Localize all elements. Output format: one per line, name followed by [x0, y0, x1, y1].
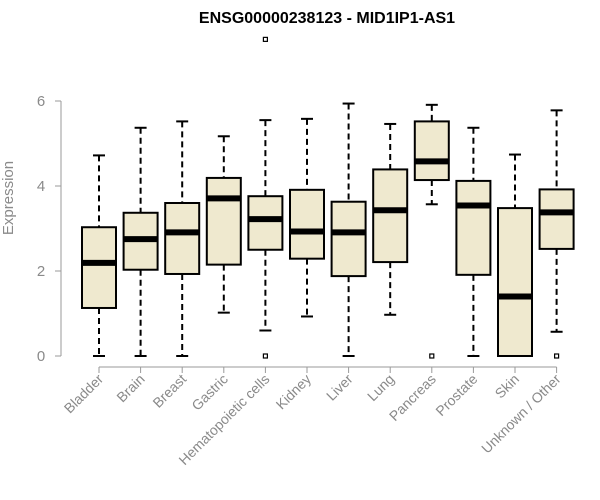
outlier-point — [553, 353, 560, 359]
x-tick-label: Brain — [113, 371, 147, 405]
x-tick-label: Liver — [323, 371, 356, 404]
iqr-box — [372, 168, 409, 264]
iqr-box — [455, 179, 492, 276]
iqr-box — [205, 176, 242, 266]
x-tick-label: Skin — [492, 371, 523, 402]
y-tick-label: 0 — [37, 348, 45, 365]
axes: 0 2 4 6 — [37, 93, 558, 373]
iqr-box — [497, 207, 533, 357]
box-skin — [497, 153, 533, 357]
y-tick-label: 4 — [37, 178, 45, 195]
iqr-box — [538, 188, 575, 250]
box-lung — [372, 122, 409, 316]
box-hematopoietic-cells — [247, 36, 284, 359]
y-axis-label: Expression — [0, 161, 17, 235]
iqr-box — [247, 195, 284, 251]
box-breast — [164, 120, 201, 357]
box-gastric — [205, 135, 242, 314]
box-brain — [122, 126, 159, 357]
y-tick-label: 6 — [37, 93, 45, 110]
x-tick-label: Bladder — [61, 371, 107, 417]
x-tick-label: Breast — [149, 371, 189, 411]
x-tick-label: Lung — [364, 371, 397, 404]
box-prostate — [455, 126, 492, 357]
chart-title: ENSG00000238123 - MID1IP1-AS1 — [199, 10, 455, 27]
iqr-box — [164, 202, 201, 275]
iqr-box — [413, 120, 450, 182]
iqr-box — [81, 226, 117, 309]
iqr-box — [289, 188, 325, 260]
outlier-point — [262, 353, 268, 359]
box-bladder — [81, 154, 117, 357]
box-pancreas — [413, 103, 450, 359]
x-tick-label: Kidney — [273, 371, 315, 413]
box-liver — [330, 102, 367, 357]
outlier-point — [262, 36, 268, 42]
x-tick-label: Prostate — [432, 371, 480, 419]
iqr-box — [330, 200, 367, 278]
y-tick-label: 2 — [37, 263, 45, 280]
outlier-point — [429, 353, 435, 359]
box-kidney — [289, 117, 325, 318]
box-unknown-other — [538, 109, 575, 359]
boxes — [81, 36, 575, 359]
x-tick-label: Unknown / Other — [478, 371, 564, 457]
